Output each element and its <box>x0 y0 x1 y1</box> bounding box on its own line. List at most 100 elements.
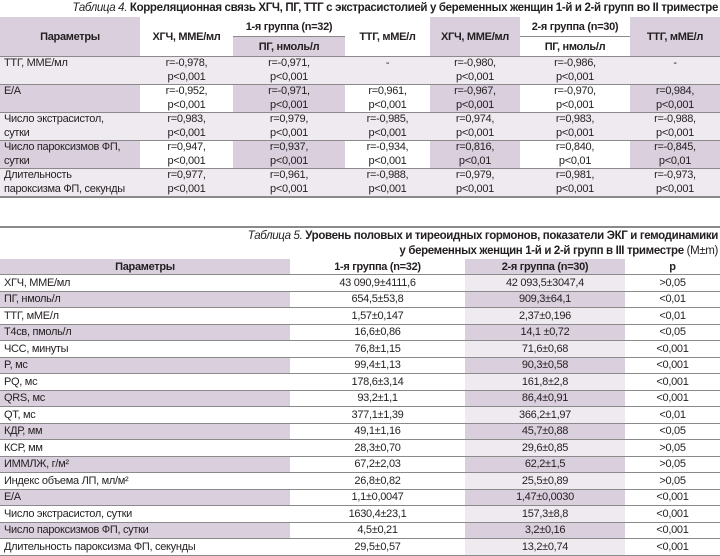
t4-param-cell: ТТГ, ММЕ/мл <box>0 56 140 71</box>
t4-header-ttg-g2: ТТГ, мМЕ/л <box>630 17 720 57</box>
t5-group1-cell: 28,3±0,70 <box>290 439 465 457</box>
t5-param-cell: Число экстрасистол, сутки <box>0 505 290 523</box>
t5-p-cell: <0,01 <box>625 406 720 424</box>
t4-row-line: Число пароксизмов ФП, r=0,947, r=0,937, r=-… <box>0 140 720 155</box>
t4-row-line: Длительность r=0,977, r=0,961, r=-0,988, r=0… <box>0 168 720 183</box>
t5-group1-cell: 1,57±0,147 <box>290 307 465 325</box>
t5-param-cell: Число пароксизмов ФП, сутки <box>0 522 290 539</box>
t4-value-cell: p<0,001 <box>630 98 720 113</box>
t4-value-cell: p<0,001 <box>167 98 206 111</box>
t4-value-cell: r=0,816, <box>430 140 520 155</box>
t4-row-line: Е/А r=-0,952, r=-0,971, r=0,961, r=-0,967, r=… <box>0 84 720 99</box>
t4-value-cell: r=0,840, <box>520 140 630 155</box>
t4-value-cell <box>345 70 430 85</box>
t5-group2-cell: 86,4±0,91 <box>465 390 625 407</box>
t5-row: Индекс объема ЛП, мл/м² 26,8±0,82 25,5±0,8… <box>0 472 720 490</box>
t5-group1-cell: 29,5±0,57 <box>290 538 465 556</box>
t5-header-p: p <box>625 259 720 275</box>
t5-group1-cell: 26,8±0,82 <box>290 472 465 490</box>
divider <box>0 226 720 228</box>
t4-value-cell: r=0,961, <box>345 84 430 99</box>
t5-row: QRS, мс 93,2±1,1 86,4±0,91 <0,001 <box>0 390 720 407</box>
t4-row-line: сутки p<0,001 p<0,001 p<0,001 p<0,01 p<0,01 p<… <box>0 154 720 169</box>
t5-group2-cell: 45,7±0,88 <box>465 423 625 440</box>
t4-header-hcg-g1: ХГЧ, ММЕ/мл <box>140 17 233 57</box>
t5-param-cell: P, мс <box>0 357 290 374</box>
t4-value-cell: p<0,001 <box>140 70 233 85</box>
t5-group2-cell: 14,1 ±0,72 <box>465 324 625 341</box>
t5-group1-cell: 43 090,9±4111,6 <box>290 274 465 292</box>
t4-value-cell: r=-0,986, <box>520 56 630 71</box>
t4-value-cell: p<0,001 <box>430 70 520 85</box>
t4-value-cell: r=0,983, <box>140 112 233 127</box>
t5-p-cell: <0,01 <box>625 307 720 325</box>
t4-value-cell: r=0,979, <box>233 112 345 127</box>
t5-row: QT, мс 377,1±1,39 366,2±1,97 <0,01 <box>0 406 720 424</box>
t5-group2-cell: 42 093,5±3047,4 <box>465 274 625 292</box>
t4-param-cell: Длительность <box>0 168 140 183</box>
t4-value-cell: r=-0,952, <box>140 84 233 99</box>
t4-row-line: p<0,001 p<0,001 p<0,001 p<0,001 p<0,001 p<0,0… <box>0 98 720 113</box>
t5-p-cell: <0,001 <box>625 340 720 358</box>
t4-value-cell: r=-0,967, <box>430 84 520 99</box>
t5-param-cell: QT, мс <box>0 406 290 424</box>
t4-value-cell: r=-0,934, <box>345 140 430 155</box>
table5-caption: Таблица 5. Уровень половых и тиреоидных … <box>248 229 719 259</box>
t5-param-cell: Е/А <box>0 489 290 506</box>
t4-value-cell: - <box>630 56 720 71</box>
t5-p-cell: <0,001 <box>625 373 720 391</box>
t4-param-cell <box>0 98 140 113</box>
t4-value-cell: p<0,001 <box>167 154 206 167</box>
t4-value-cell: p<0,001 <box>233 126 345 141</box>
table4-correlation: Параметры ХГЧ, ММЕ/мл 1-я группа (n=32) … <box>0 17 720 198</box>
t5-param-cell: ТТГ, мМЕ/л <box>0 307 290 325</box>
t5-p-cell: >0,05 <box>625 472 720 490</box>
t5-group1-cell: 93,2±1,1 <box>290 390 465 407</box>
t5-group1-cell: 654,5±53,8 <box>290 291 465 308</box>
t5-header-group1: 1-я группа (n=32) <box>290 259 465 275</box>
table5-title-line2: у беременных женщин 1-й и 2-й групп в II… <box>399 245 687 257</box>
t5-row: Е/А 1,1±0,0047 1,47±0,0030 <0,001 <box>0 489 720 506</box>
t5-param-cell: Т4св, пмоль/л <box>0 324 290 341</box>
t5-row: ИММЛЖ, г/м² 67,2±2,03 62,2±1,5 >0,05 <box>0 456 720 473</box>
t5-param-cell: Индекс объема ЛП, мл/м² <box>0 472 290 490</box>
t5-param-cell: КДР, мм <box>0 423 290 440</box>
t4-value-cell: p<0,001 <box>233 98 345 113</box>
t5-row: Т4св, пмоль/л 16,6±0,86 14,1 ±0,72 <0,05 <box>0 324 720 341</box>
t5-param-cell: ПГ, нмоль/л <box>0 291 290 308</box>
t4-row-line: сутки p<0,001 p<0,001 p<0,001 p<0,001 p<0,001… <box>0 126 720 141</box>
t5-param-cell: ИММЛЖ, г/м² <box>0 456 290 473</box>
t5-group2-cell: 25,5±0,89 <box>465 472 625 490</box>
t4-value-cell: p<0,001 <box>430 182 520 197</box>
t5-param-cell: Длительность пароксизма ФП, секунды <box>0 538 290 556</box>
t4-param-cell: Число экстрасистол, <box>0 112 140 127</box>
t5-group2-cell: 366,2±1,97 <box>465 406 625 424</box>
t4-value-cell: p<0,001 <box>233 70 345 85</box>
t5-header-params: Параметры <box>0 259 290 275</box>
t4-value-cell: p<0,001 <box>140 182 233 197</box>
t4-header-pg-g2: ПГ, нмоль/л <box>520 36 630 57</box>
t4-value-cell: r=0,974, <box>430 112 520 127</box>
t4-value-cell: p<0,001 <box>233 182 345 197</box>
t4-value-cell: - <box>345 56 430 71</box>
t4-param-cell: сутки <box>0 154 140 169</box>
table4-label: Таблица 4. <box>72 2 128 14</box>
t5-group2-cell: 909,3±64,1 <box>465 291 625 308</box>
t4-value-cell: p<0,01 <box>430 154 520 169</box>
t5-group1-cell: 49,1±1,16 <box>290 423 465 440</box>
t5-p-cell: >0,05 <box>625 439 720 457</box>
t4-value-cell: r=-0,970, <box>520 84 630 99</box>
t4-value-cell <box>630 70 720 85</box>
t5-row: PQ, мс 178,6±3,14 161,8±2,8 <0,001 <box>0 373 720 391</box>
table5-unit: (M±m) <box>686 245 719 257</box>
t5-param-cell: PQ, мс <box>0 373 290 391</box>
t4-value-cell: r=0,981, <box>520 168 630 183</box>
t4-value-cell: p<0,001 <box>140 126 233 141</box>
t4-value-cell: r=-0,845, <box>630 140 720 155</box>
t4-header-params: Параметры <box>0 17 140 57</box>
t5-p-cell: >0,05 <box>625 456 720 473</box>
t5-p-cell: <0,001 <box>625 522 720 539</box>
t5-p-cell: <0,001 <box>625 390 720 407</box>
t4-param-cell: сутки <box>0 126 140 141</box>
t4-param-cell: пароксизма ФП, секунды <box>0 182 140 197</box>
